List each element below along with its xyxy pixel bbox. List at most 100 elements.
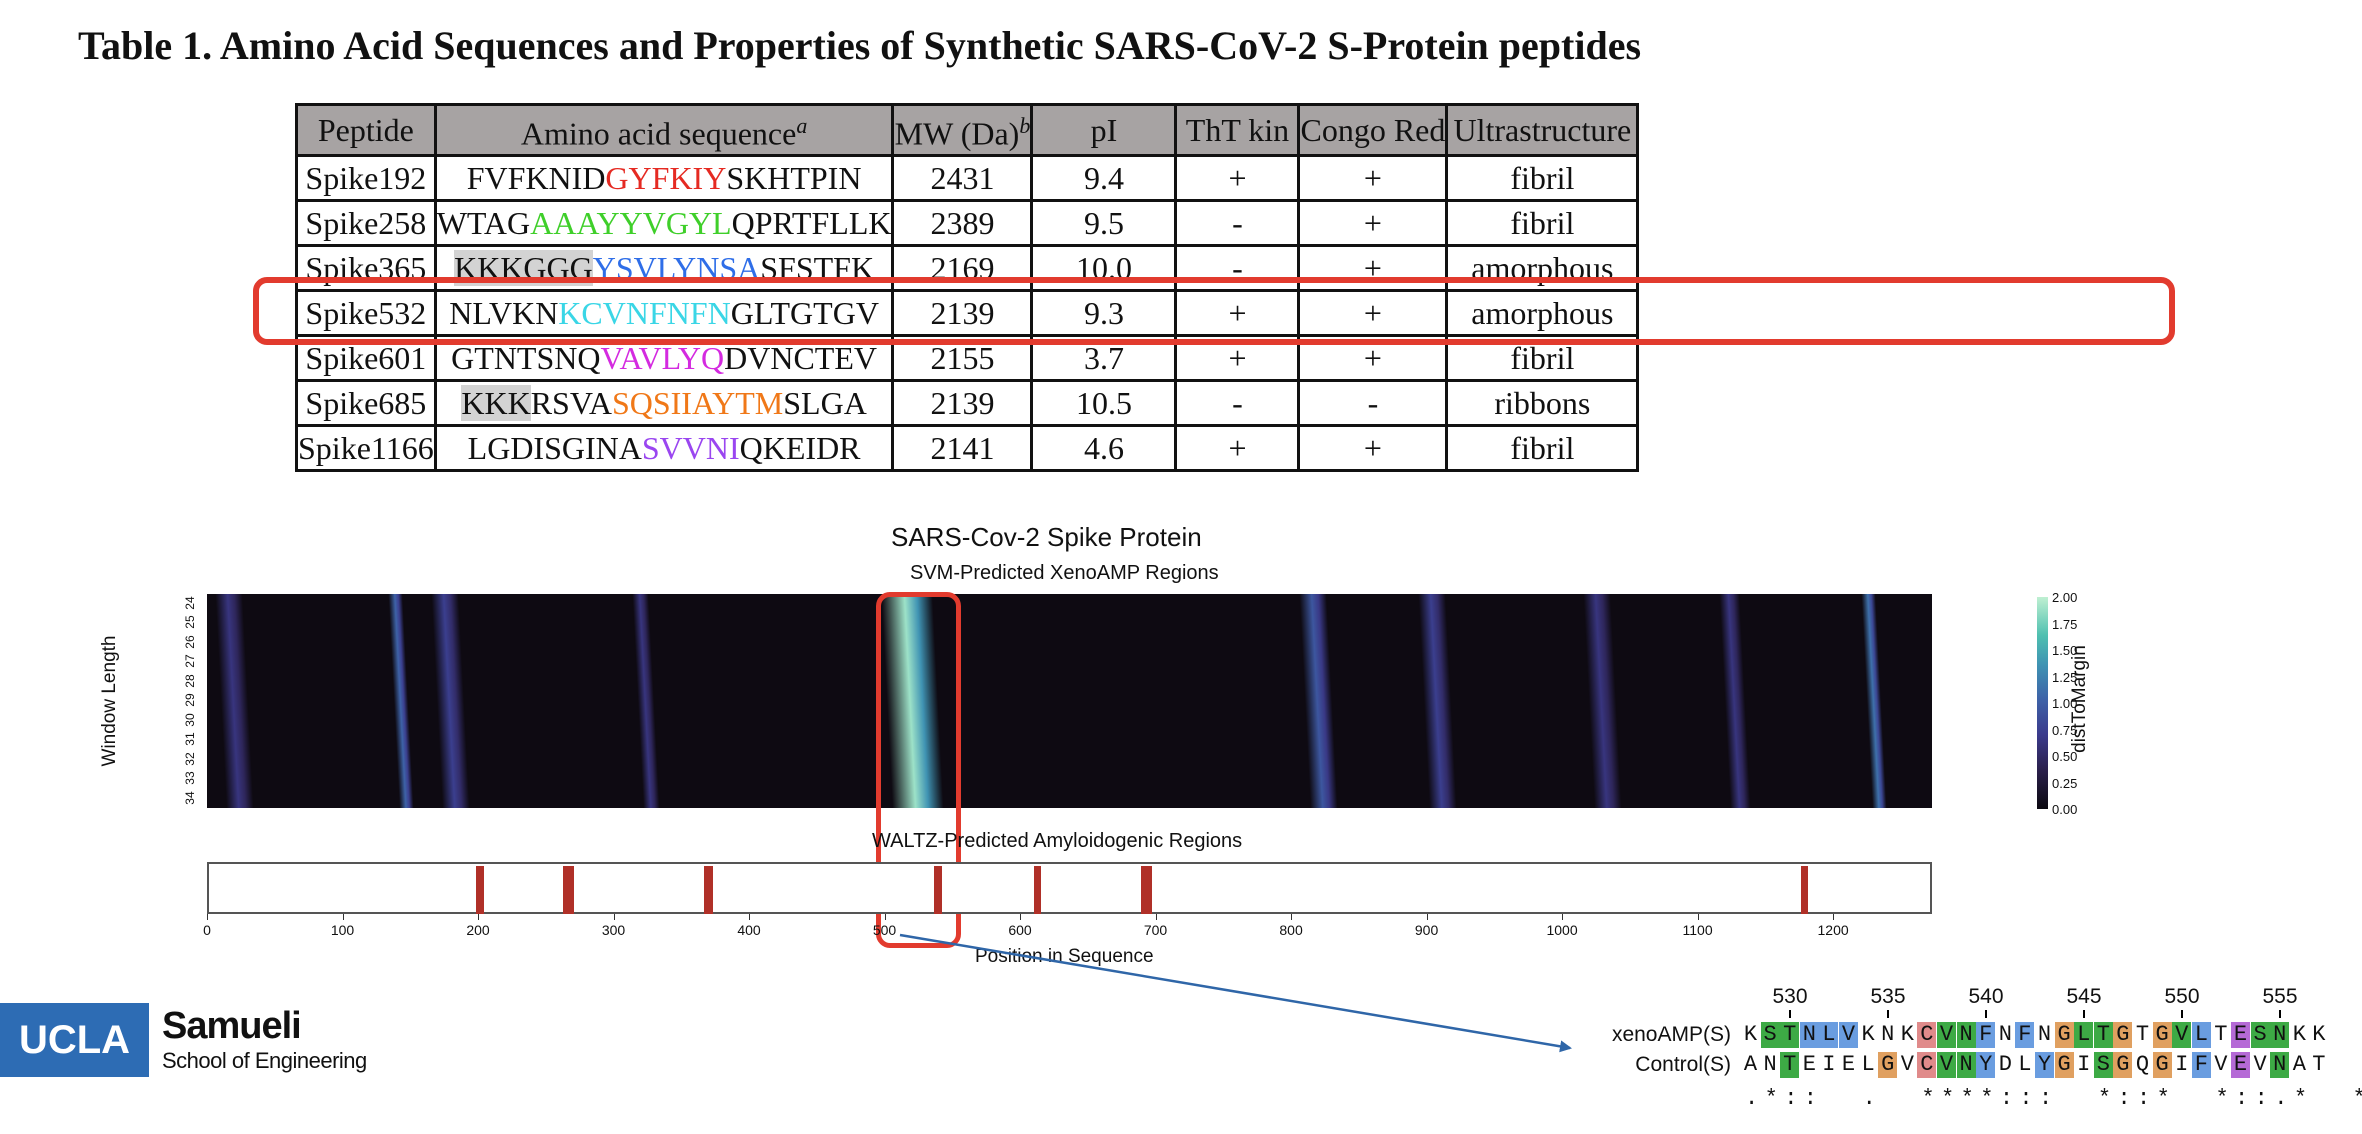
- alignment-residue: K: [2312, 1022, 2326, 1047]
- header-congo: Congo Red: [1297, 103, 1449, 157]
- cell-ultrastructure: ribbons: [1445, 378, 1640, 427]
- cell-tht: -: [1174, 243, 1301, 292]
- cell-congo: +: [1297, 243, 1449, 292]
- alignment-sequence-name: xenoAMP(S): [1611, 1023, 1731, 1046]
- sequence-segment: LGDISGINA: [467, 429, 642, 466]
- alignment-residue: A: [2292, 1052, 2306, 1077]
- x-tick-label: 900: [1414, 922, 1439, 938]
- sequence-segment: GTNTSNQ: [451, 339, 601, 376]
- alignment-residue: K: [1900, 1022, 1914, 1047]
- x-tick-mark: [478, 914, 479, 920]
- alignment-position-mark: [2181, 1010, 2183, 1018]
- x-tick-mark: [342, 914, 344, 920]
- x-axis-label: Position in Sequence: [975, 946, 1154, 967]
- x-tick-label: 800: [1279, 922, 1303, 938]
- alignment-residue: N: [2270, 1022, 2290, 1048]
- alignment-position-mark: [2083, 1010, 2085, 1018]
- alignment-residue: N: [1998, 1022, 2012, 1047]
- alignment-residue: C: [1917, 1022, 1937, 1048]
- cell-pi: 9.4: [1030, 153, 1178, 202]
- x-tick-label: 300: [601, 922, 626, 938]
- header-pi: pI: [1030, 103, 1178, 157]
- colorbar-tick-label: 1.50: [2052, 643, 2078, 658]
- x-tick-label: 200: [466, 922, 490, 938]
- alignment-residue: L: [2074, 1022, 2094, 1048]
- table-row: Spike1166 LGDISGINASVVNIQKEIDR 2141 4.6 + + fi…: [295, 423, 1640, 472]
- cell-pi: 9.3: [1030, 288, 1178, 337]
- svm-highlight-box: [876, 592, 961, 948]
- alignment-residue: N: [1799, 1022, 1819, 1048]
- sequence-segment: KCVNFNFN: [558, 294, 731, 331]
- waltz-track: [207, 862, 1932, 914]
- x-tick-label: 700: [1143, 922, 1168, 938]
- cell-tht: -: [1174, 198, 1301, 247]
- table-title: Table 1. Amino Acid Sequences and Proper…: [78, 23, 1642, 68]
- sequence-segment: SLGA: [783, 384, 867, 421]
- table-row: Spike532 NLVKNKCVNFNFNGLTGTGV 2139 9.3 + + amo…: [295, 288, 1640, 337]
- colorbar-tick-label: 0.75: [2052, 722, 2078, 738]
- waltz-region-bar: [1141, 866, 1153, 914]
- waltz-region-bar: [475, 866, 485, 914]
- alignment-residue: F: [2015, 1022, 2035, 1048]
- alignment-residue: L: [2018, 1052, 2032, 1077]
- alignment-residue: T: [2214, 1022, 2228, 1047]
- alignment-residue: S: [2250, 1022, 2270, 1048]
- alignment-position-label: 545: [2066, 985, 2102, 1008]
- alignment-residue: N: [2270, 1052, 2290, 1078]
- alignment-residue: V: [1839, 1022, 1858, 1048]
- x-tick-mark: [613, 914, 615, 920]
- sequence-segment: DVNCTEV: [724, 339, 877, 376]
- x-tick-label: 1200: [1817, 922, 1849, 938]
- alignment-residue: S: [1760, 1022, 1780, 1048]
- alignment-residue: I: [1822, 1052, 1836, 1077]
- alignment-residue: K: [2292, 1022, 2306, 1047]
- alignment-residue: T: [2135, 1022, 2150, 1047]
- school-name: Samueli: [162, 1005, 302, 1047]
- x-tick-mark: [1833, 914, 1835, 920]
- cell-congo: +: [1297, 198, 1449, 247]
- colorbar-tick-label: 1.00: [2052, 696, 2078, 711]
- arrow-line: [899, 933, 1572, 1053]
- header-sequence: Amino acid sequencea: [433, 103, 895, 157]
- row-highlight-box: [253, 277, 2175, 345]
- cell-peptide: Spike685: [295, 378, 437, 427]
- x-tick-label: 1000: [1546, 922, 1578, 938]
- cell-peptide: Spike1166: [295, 423, 437, 472]
- alignment-residue: L: [2191, 1022, 2211, 1048]
- school-subtitle: School of Engineering: [162, 1048, 367, 1073]
- cell-congo: +: [1297, 153, 1449, 202]
- cell-sequence: LGDISGINASVVNIQKEIDR: [433, 423, 895, 472]
- cell-pi: 9.5: [1030, 198, 1178, 247]
- alignment-residue: E: [1841, 1052, 1856, 1077]
- alignment-position-mark: [1887, 1010, 1889, 1018]
- waltz-region-bar: [562, 866, 574, 914]
- cell-tht: +: [1174, 288, 1301, 337]
- figure-main-title: SARS-Cov-2 Spike Protein: [891, 522, 1202, 552]
- x-tick-mark: [1291, 914, 1293, 920]
- sequence-segment: SKHTPIN: [726, 159, 862, 196]
- cell-pi: 10.0: [1030, 243, 1178, 292]
- alignment-residue: C: [1917, 1052, 1937, 1078]
- alignment-residue: D: [1998, 1052, 2012, 1077]
- alignment-residue: K: [1861, 1022, 1875, 1047]
- alignment-residue: V: [2172, 1022, 2192, 1048]
- cell-ultrastructure: amorphous: [1445, 288, 1640, 337]
- cell-tht: -: [1174, 378, 1301, 427]
- alignment-residue: T: [1780, 1022, 1800, 1048]
- table-row: Spike192 FVFKNIDGYFKIYSKHTPIN 2431 9.4 + + fib…: [295, 153, 1640, 202]
- alignment-residue: N: [1956, 1022, 1976, 1048]
- cell-congo: +: [1297, 288, 1449, 337]
- alignment-position-label: 550: [2164, 985, 2200, 1008]
- alignment-residue: V: [1937, 1052, 1956, 1078]
- alignment-residue: G: [2054, 1052, 2074, 1078]
- x-tick-label: 600: [1008, 922, 1032, 938]
- sequence-segment: WTAG: [436, 204, 531, 241]
- alignment-position-label: 555: [2262, 985, 2298, 1008]
- colorbar-tick-label: 0.25: [2052, 775, 2078, 791]
- alignment-residue: V: [1900, 1052, 1914, 1077]
- cell-ultrastructure: fibril: [1445, 153, 1640, 202]
- alignment-residue: T: [1780, 1052, 1800, 1078]
- ucla-logo: UCLA: [0, 1003, 149, 1077]
